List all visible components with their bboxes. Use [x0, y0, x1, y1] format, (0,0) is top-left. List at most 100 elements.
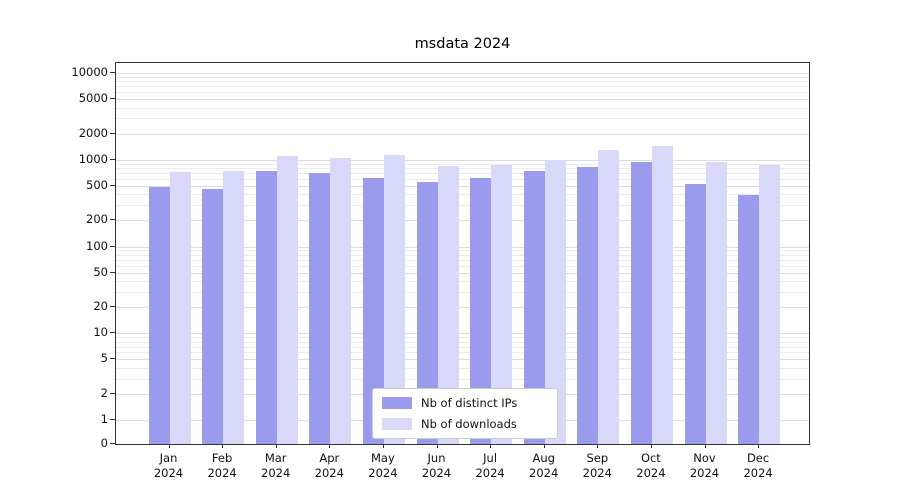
- gridline: [116, 341, 809, 343]
- x-tick-label: Apr 2024: [314, 451, 344, 480]
- y-tick-label: 100: [86, 238, 108, 253]
- legend-row-distinct-ips: Nb of distinct IPs: [382, 396, 548, 410]
- gridline: [116, 86, 809, 88]
- gridline: [116, 205, 809, 207]
- x-tick-label: Sep 2024: [582, 451, 612, 480]
- gridline: [116, 220, 809, 222]
- y-tick-mark: [110, 132, 115, 134]
- gridline: [116, 346, 809, 348]
- legend-label-distinct-ips: Nb of distinct IPs: [421, 396, 518, 410]
- gridline: [116, 259, 809, 261]
- y-tick-label: 5000: [78, 91, 108, 106]
- gridline: [116, 281, 809, 283]
- bar-downloads: [437, 165, 459, 444]
- y-tick-mark: [110, 245, 115, 247]
- x-tick-mark: [329, 444, 331, 448]
- y-tick-mark: [110, 443, 115, 444]
- gridline: [116, 163, 809, 165]
- x-tick-label: Dec 2024: [743, 451, 773, 480]
- gridline: [116, 107, 809, 109]
- y-tick-mark: [110, 306, 115, 308]
- y-axis-labels: 10000 5000 2000 1000 500 200 100 50 20 10 5 2 1 0: [0, 62, 108, 450]
- gridline: [116, 367, 809, 369]
- bar-distinct-ips: [202, 189, 224, 444]
- legend-swatch-distinct-ips-icon: [382, 397, 412, 409]
- x-tick-label: Mar 2024: [261, 451, 291, 480]
- y-tick-mark: [110, 72, 115, 73]
- y-tick-label: 0: [100, 436, 108, 450]
- x-tick-label: Nov 2024: [689, 451, 720, 480]
- legend-label-downloads: Nb of downloads: [421, 417, 517, 431]
- x-tick-label: Feb 2024: [207, 451, 237, 480]
- legend: Nb of distinct IPs Nb of downloads: [372, 388, 558, 439]
- x-tick-mark: [650, 444, 652, 448]
- x-tick-label: Jan 2024: [153, 451, 184, 480]
- x-tick-mark: [168, 444, 170, 448]
- gridline: [116, 265, 809, 267]
- plot-area: [115, 62, 810, 445]
- legend-swatch-downloads-icon: [382, 418, 412, 430]
- y-tick-mark: [110, 419, 115, 420]
- y-tick-label: 2000: [78, 125, 108, 140]
- bar-downloads: [544, 159, 566, 444]
- gridline: [116, 307, 809, 309]
- y-tick-mark: [110, 184, 115, 186]
- gridline: [116, 359, 809, 361]
- bar-downloads: [759, 164, 781, 444]
- x-tick-mark: [704, 444, 706, 448]
- bar-distinct-ips: [362, 177, 384, 444]
- x-tick-mark: [490, 444, 492, 448]
- y-tick-label: 1: [100, 412, 108, 426]
- gridline: [116, 92, 809, 94]
- gridline: [116, 81, 809, 83]
- y-tick-label: 500: [86, 177, 108, 192]
- bar-downloads: [598, 149, 620, 444]
- bar-downloads: [383, 154, 405, 444]
- y-tick-label: 5: [100, 351, 108, 366]
- gridline: [116, 76, 809, 78]
- y-tick-mark: [110, 158, 115, 160]
- gridline: [116, 333, 809, 335]
- y-tick-mark: [110, 358, 115, 360]
- y-tick-mark: [110, 392, 115, 394]
- x-tick-mark: [275, 444, 277, 448]
- gridline: [116, 73, 809, 74]
- gridline: [116, 99, 809, 101]
- gridline: [116, 250, 809, 252]
- gridline: [116, 291, 809, 293]
- x-tick-label: Oct 2024: [636, 451, 666, 480]
- gridline: [116, 178, 809, 180]
- x-tick-mark: [758, 444, 760, 448]
- bar-downloads: [276, 156, 298, 444]
- x-tick-mark: [543, 444, 545, 448]
- gridline: [116, 378, 809, 380]
- y-tick-label: 10000: [71, 65, 108, 79]
- gridline: [116, 194, 809, 196]
- gridline: [116, 118, 809, 120]
- bar-downloads: [705, 161, 727, 444]
- bar-distinct-ips: [684, 184, 706, 444]
- bar-distinct-ips: [148, 187, 170, 444]
- legend-row-downloads: Nb of downloads: [382, 417, 548, 431]
- gridline: [116, 173, 809, 175]
- bar-downloads: [169, 171, 191, 444]
- bar-distinct-ips: [416, 181, 438, 444]
- bar-downloads: [651, 145, 673, 444]
- bar-distinct-ips: [738, 195, 760, 444]
- y-tick-label: 50: [93, 264, 108, 279]
- gridline: [116, 133, 809, 135]
- gridline: [116, 352, 809, 354]
- x-tick-label: Jul 2024: [475, 451, 505, 480]
- x-tick-label: Jun 2024: [421, 451, 452, 480]
- gridline: [116, 254, 809, 256]
- bar-distinct-ips: [630, 162, 652, 444]
- y-tick-mark: [110, 271, 115, 273]
- gridline: [116, 337, 809, 339]
- gridline: [116, 272, 809, 274]
- gridline: [116, 159, 809, 161]
- y-tick-label: 1000: [78, 151, 108, 166]
- y-tick-label: 10: [93, 325, 108, 340]
- y-tick-label: 200: [86, 212, 108, 227]
- gridline: [116, 168, 809, 170]
